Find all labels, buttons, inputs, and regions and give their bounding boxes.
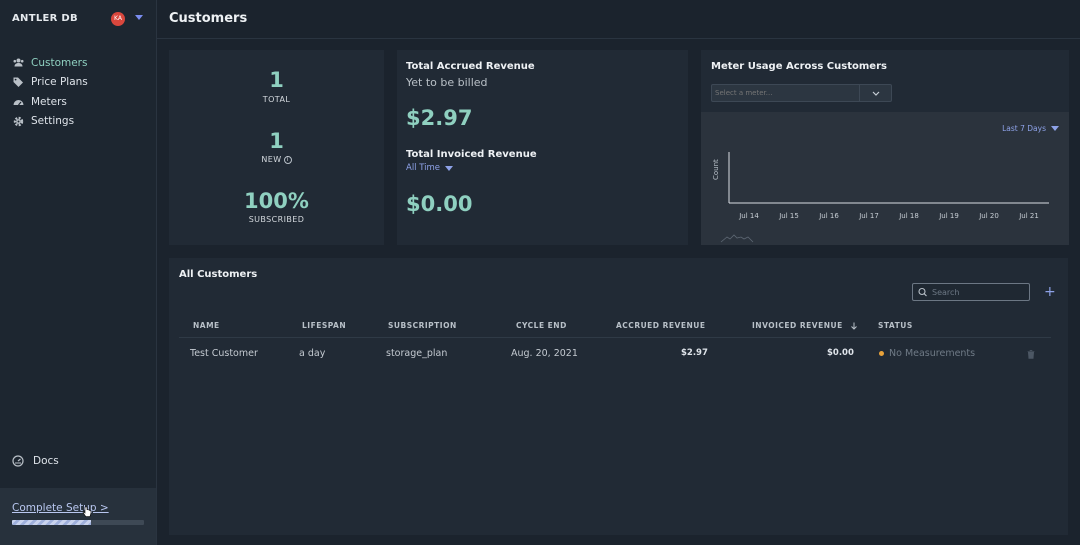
- sidebar-item-docs[interactable]: Docs: [12, 455, 59, 467]
- sidebar-item-label: Meters: [31, 95, 67, 108]
- chart-svg: Jul 14 Jul 15 Jul 16 Jul 17 Jul 18 Jul 19 Jul …: [720, 152, 1049, 243]
- meter-chart: Last 7 Days Count Jul 14 Jul 15 Jul 16 Jul …: [701, 112, 1069, 245]
- sidebar-nav: Customers Price Plans Meters Settings: [12, 53, 88, 131]
- info-icon[interactable]: i: [283, 155, 292, 164]
- status-text: No Measurements: [889, 348, 976, 359]
- sidebar-item-label: Price Plans: [31, 76, 88, 89]
- status-dot-icon: [879, 351, 884, 356]
- total-label: TOTAL: [262, 95, 291, 104]
- invoiced-period-dropdown[interactable]: All Time: [406, 163, 454, 173]
- caret-down-icon: [1051, 126, 1059, 131]
- sidebar-item-price-plans[interactable]: Price Plans: [12, 73, 88, 93]
- gauge-icon: [12, 96, 24, 108]
- cell-invoiced: $0.00: [827, 348, 854, 358]
- page-header: Customers: [157, 0, 1080, 39]
- invoiced-title: Total Invoiced Revenue: [406, 149, 537, 160]
- page-title: Customers: [169, 11, 248, 26]
- x-tick-label: Jul 17: [858, 212, 879, 220]
- column-header-lifespan[interactable]: LIFESPAN: [302, 321, 347, 330]
- new-label: NEW: [261, 155, 282, 164]
- accrued-subtitle: Yet to be billed: [406, 76, 488, 89]
- x-tick-label: Jul 21: [1018, 212, 1039, 220]
- chevron-down-icon[interactable]: [135, 15, 143, 20]
- search-box[interactable]: [912, 283, 1030, 301]
- column-header-status[interactable]: STATUS: [878, 321, 913, 330]
- complete-setup-link[interactable]: Complete Setup >: [12, 502, 109, 514]
- x-tick-label: Jul 19: [938, 212, 959, 220]
- sidebar-item-meters[interactable]: Meters: [12, 92, 88, 112]
- range-dropdown[interactable]: Last 7 Days: [1002, 124, 1059, 133]
- x-tick-label: Jul 20: [978, 212, 999, 220]
- trash-icon[interactable]: [1027, 350, 1035, 359]
- sidebar-item-settings[interactable]: Settings: [12, 112, 88, 132]
- new-label-row: NEW i: [169, 155, 384, 164]
- revenue-card: Total Accrued Revenue Yet to be billed $…: [397, 50, 688, 245]
- cell-subscription: storage_plan: [386, 348, 448, 359]
- gear-icon: [12, 115, 24, 127]
- invoiced-amount: $0.00: [406, 192, 473, 216]
- cell-status: No Measurements: [879, 348, 975, 359]
- dashboard-icon: [12, 455, 24, 467]
- cell-accrued: $2.97: [681, 348, 708, 358]
- invoiced-period-label: All Time: [406, 163, 441, 173]
- brush-sparkline: [720, 234, 754, 243]
- setup-progress-bar: [12, 520, 144, 525]
- chevron-down-icon[interactable]: [859, 85, 891, 101]
- column-header-name[interactable]: NAME: [193, 321, 220, 330]
- search-icon: [918, 287, 927, 297]
- column-header-subscription[interactable]: SUBSCRIPTION: [388, 321, 457, 330]
- subscribed-value: 100%: [244, 189, 309, 213]
- tags-icon: [12, 76, 24, 88]
- column-header-cycle-end[interactable]: CYCLE END: [516, 321, 567, 330]
- meter-select[interactable]: [711, 84, 892, 102]
- x-tick-label: Jul 14: [738, 212, 759, 220]
- x-tick-label: Jul 18: [898, 212, 919, 220]
- add-customer-button[interactable]: +: [1044, 284, 1056, 300]
- app-name: ANTLER DB: [12, 13, 78, 24]
- x-tick-label: Jul 16: [818, 212, 839, 220]
- users-icon: [12, 57, 24, 69]
- table-divider: [179, 337, 1051, 338]
- setup-panel: Complete Setup >: [0, 488, 156, 545]
- new-value: 1: [269, 129, 284, 153]
- range-label: Last 7 Days: [1002, 124, 1046, 133]
- cell-name[interactable]: Test Customer: [190, 348, 258, 359]
- column-header-label: INVOICED REVENUE: [752, 321, 843, 330]
- sidebar-item-customers[interactable]: Customers: [12, 53, 88, 73]
- meter-card: Meter Usage Across Customers Last 7 Days…: [701, 50, 1069, 245]
- sort-arrow-down-icon: [850, 322, 857, 330]
- sidebar: ANTLER DB KA Customers Price Plans Meter…: [0, 0, 157, 545]
- hand-cursor-icon: [82, 506, 92, 517]
- meter-select-input[interactable]: [712, 85, 859, 101]
- caret-down-icon: [445, 165, 454, 171]
- avatar[interactable]: KA: [111, 12, 125, 26]
- accrued-title: Total Accrued Revenue: [406, 61, 535, 72]
- meter-title: Meter Usage Across Customers: [711, 61, 887, 72]
- sidebar-item-label: Customers: [31, 56, 88, 69]
- total-value: 1: [269, 68, 284, 92]
- setup-progress-fill: [12, 520, 92, 525]
- customers-card: All Customers + NAME LIFESPAN SUBSCRIPTI…: [169, 258, 1068, 535]
- search-input[interactable]: [932, 287, 1027, 297]
- customers-title: All Customers: [179, 269, 258, 280]
- cell-cycle-end: Aug. 20, 2021: [511, 348, 578, 359]
- subscribed-label: SUBSCRIBED: [248, 215, 305, 224]
- stats-card: 1 TOTAL 1 NEW i 100% SUBSCRIBED: [169, 50, 384, 245]
- x-tick-label: Jul 15: [778, 212, 799, 220]
- column-header-invoiced-revenue[interactable]: INVOICED REVENUE: [752, 321, 858, 330]
- sidebar-item-label: Docs: [33, 455, 59, 467]
- cell-lifespan: a day: [299, 348, 326, 359]
- accrued-amount: $2.97: [406, 106, 473, 130]
- column-header-accrued-revenue[interactable]: ACCRUED REVENUE: [616, 321, 706, 330]
- sidebar-item-label: Settings: [31, 115, 75, 128]
